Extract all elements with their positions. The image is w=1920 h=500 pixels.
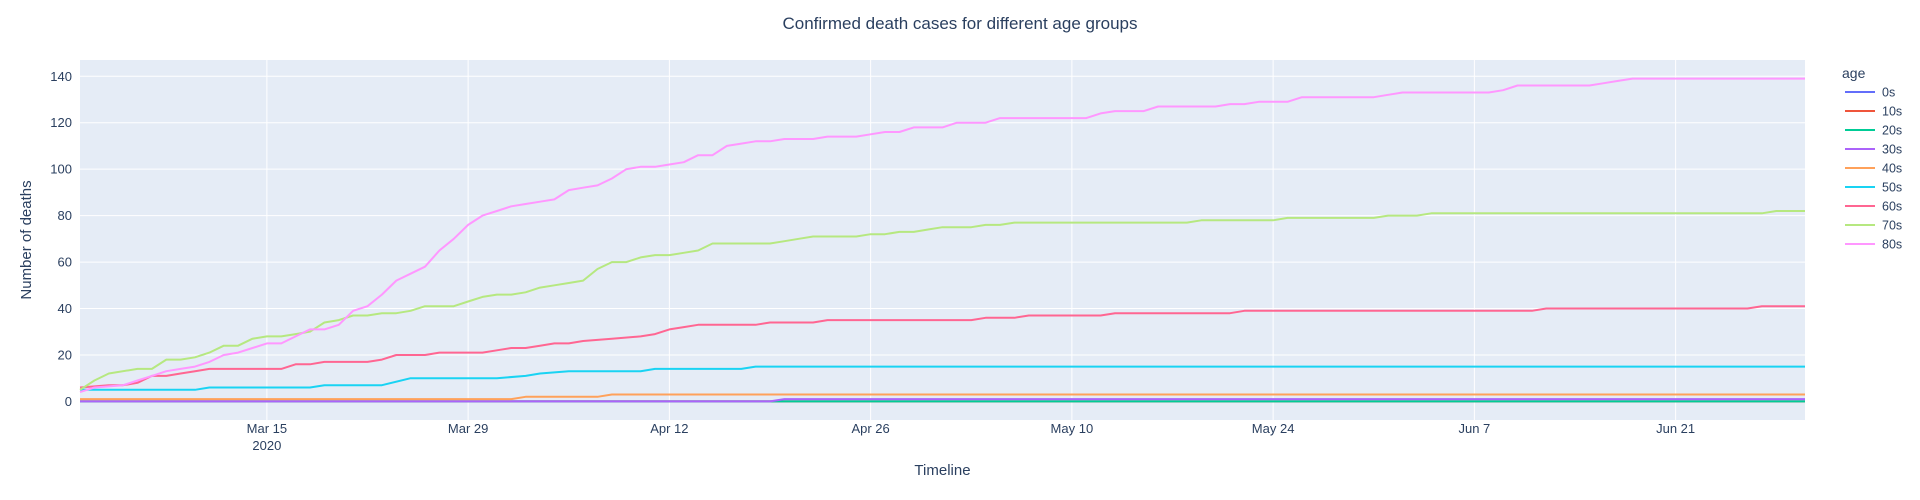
legend-item-0s[interactable]: 0s	[1845, 86, 1895, 100]
y-tick-label: 0	[65, 394, 72, 409]
x-axis-label: Timeline	[914, 462, 970, 479]
legend-item-50s[interactable]: 50s	[1845, 181, 1902, 195]
legend-label: 50s	[1882, 181, 1902, 195]
x-tick-sublabel: 2020	[252, 438, 281, 453]
y-tick-label: 20	[58, 347, 72, 362]
plot-area	[80, 60, 1805, 420]
y-tick-labels: 0 20 40 60 80 100 120 140	[50, 69, 72, 409]
y-tick-label: 40	[58, 301, 72, 316]
legend-title: age	[1842, 65, 1866, 81]
x-tick-label: Apr 12	[650, 421, 688, 436]
legend-label: 60s	[1882, 200, 1902, 214]
series-line-40s	[80, 393, 1805, 401]
legend-label: 80s	[1882, 238, 1902, 252]
legend-label: 20s	[1882, 124, 1902, 138]
legend-item-70s[interactable]: 70s	[1845, 219, 1902, 233]
legend-item-40s[interactable]: 40s	[1845, 162, 1902, 176]
x-tick-label: Apr 26	[851, 421, 889, 436]
legend-item-30s[interactable]: 30s	[1845, 143, 1902, 157]
legend: age 0s 10s 20s 30s 40s 50s 60s 70s 80s	[1842, 65, 1902, 252]
legend-label: 70s	[1882, 219, 1902, 233]
chart-title: Confirmed death cases for different age …	[782, 14, 1137, 33]
y-tick-label: 80	[58, 208, 72, 223]
x-tick-label: Jun 7	[1458, 421, 1490, 436]
x-tick-label: Mar 29	[448, 421, 488, 436]
legend-item-10s[interactable]: 10s	[1845, 105, 1902, 119]
legend-label: 0s	[1882, 86, 1895, 100]
x-tick-label: May 24	[1252, 421, 1295, 436]
series-line-80s	[79, 77, 1805, 394]
legend-label: 40s	[1882, 162, 1902, 176]
y-tick-label: 100	[50, 162, 72, 177]
series-line-70s	[79, 210, 1805, 391]
legend-item-80s[interactable]: 80s	[1845, 238, 1902, 252]
y-tick-label: 140	[50, 69, 72, 84]
legend-label: 10s	[1882, 105, 1902, 119]
y-axis-label: Number of deaths	[18, 180, 35, 299]
series-line-60s	[79, 305, 1805, 389]
series-line-30s	[80, 398, 1805, 403]
series-lines	[79, 77, 1805, 403]
x-tick-label: Mar 15	[247, 421, 287, 436]
y-tick-label: 60	[58, 255, 72, 270]
x-tick-label: May 10	[1051, 421, 1094, 436]
series-line-50s	[80, 365, 1805, 391]
legend-item-20s[interactable]: 20s	[1845, 124, 1902, 138]
legend-label: 30s	[1882, 143, 1902, 157]
x-tick-label: Jun 21	[1656, 421, 1695, 436]
y-tick-label: 120	[50, 115, 72, 130]
legend-item-60s[interactable]: 60s	[1845, 200, 1902, 214]
x-tick-labels: Mar 15 2020 Mar 29 Apr 12 Apr 26 May 10 May 24…	[247, 421, 1696, 453]
